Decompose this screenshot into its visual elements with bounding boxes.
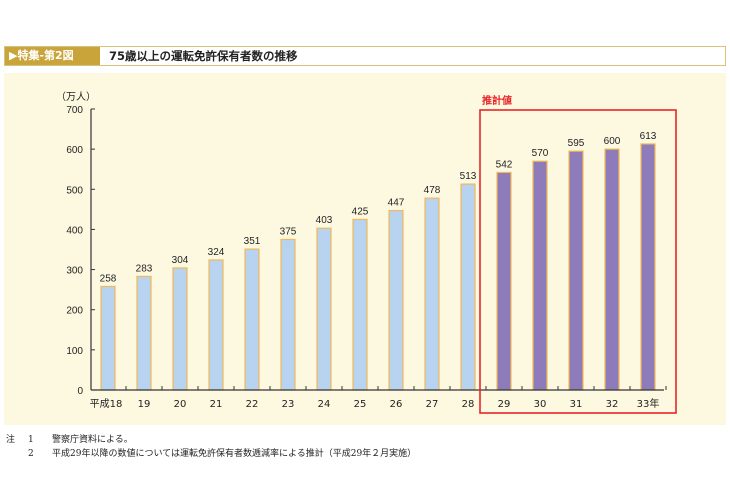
bar <box>352 218 368 391</box>
estimate-box <box>479 109 677 414</box>
x-tick-label: 23 <box>282 399 295 410</box>
bar-value-label: 513 <box>460 171 477 182</box>
x-tick-label: 27 <box>426 399 439 410</box>
x-tick-label: 26 <box>390 399 403 410</box>
figure-title: 75歳以上の運転免許保有者数の推移 <box>109 49 298 63</box>
x-tick-label: 30 <box>534 399 547 410</box>
bar-value-label: 447 <box>388 198 405 209</box>
bar <box>136 275 152 391</box>
x-tick-label: 19 <box>138 399 151 410</box>
bar <box>172 267 188 391</box>
figure-header: ▶特集-第2図 75歳以上の運転免許保有者数の推移 <box>4 46 726 66</box>
bar-chart: 0 100 200 300 400 500 600 700 （万人） 258 283 304 324 3… <box>56 91 677 414</box>
bar-value-label: 403 <box>316 215 333 226</box>
y-tick-label: 0 <box>77 386 83 397</box>
x-tick-label: 28 <box>462 399 475 410</box>
bar <box>640 143 656 391</box>
bar <box>424 197 440 391</box>
x-axis: 平成18 19 20 21 22 23 24 25 26 27 28 29 30 31 32 33年 <box>90 386 667 410</box>
bar-value-label: 283 <box>136 263 153 274</box>
x-tick-label: 25 <box>354 399 367 410</box>
x-tick-label: 平成18 <box>90 398 123 410</box>
y-tick-label: 300 <box>66 266 83 277</box>
bar-value-label: 425 <box>352 206 369 217</box>
bar <box>316 227 332 391</box>
bar-value-label: 542 <box>496 159 513 170</box>
bar <box>460 183 476 391</box>
bar-value-label: 351 <box>244 236 261 247</box>
bar-value-label: 375 <box>280 226 297 237</box>
x-tick-label: 29 <box>498 399 511 410</box>
bar <box>568 150 584 391</box>
x-tick-label: 33年 <box>637 397 660 410</box>
x-tick-label: 22 <box>246 399 259 410</box>
y-tick-label: 400 <box>66 225 83 236</box>
y-tick-label: 600 <box>66 145 83 156</box>
x-tick-label: 24 <box>318 399 331 410</box>
estimate-annotation: 推計値 <box>479 94 677 414</box>
x-tick-label: 20 <box>174 399 187 410</box>
x-tick-label: 32 <box>606 399 619 410</box>
bar <box>100 285 116 391</box>
y-tick-label: 200 <box>66 306 83 317</box>
bar-value-label: 258 <box>100 273 117 284</box>
bar-value-label: 613 <box>640 131 657 142</box>
bar-value-label: 595 <box>568 138 585 149</box>
bar-value-label: 570 <box>532 148 549 159</box>
estimate-label: 推計値 <box>482 94 512 107</box>
bar-value-label: 324 <box>208 247 225 258</box>
footnotes: 注 1 警察庁資料による。 2 平成29年以降の数値については運転免許保有者数逓減率に… <box>6 433 416 461</box>
bar-value-label: 304 <box>172 255 189 266</box>
bar-value-label: 600 <box>604 136 621 147</box>
bar <box>496 171 512 391</box>
bar <box>208 259 224 391</box>
bar <box>388 209 404 391</box>
y-tick-label: 700 <box>66 105 83 116</box>
y-tick-label: 100 <box>66 346 83 357</box>
footnote-label: 注 <box>6 435 16 445</box>
x-tick-label: 21 <box>210 399 223 410</box>
bar-value-label: 478 <box>424 185 441 196</box>
bar <box>244 248 260 391</box>
bar <box>532 160 548 391</box>
bars: 258 283 304 324 351 375 403 425 447 478 513 542 570 5… <box>100 131 657 391</box>
bar <box>604 148 620 391</box>
figure-tag: ▶特集-第2図 <box>5 47 100 65</box>
footnote-2: 2 平成29年以降の数値については運転免許保有者数逓減率による推計（平成29年２月… <box>28 449 417 459</box>
y-axis: 0 100 200 300 400 500 600 700 （万人） <box>56 91 96 397</box>
x-tick-label: 31 <box>570 399 583 410</box>
footnote-1: 注 1 警察庁資料による。 <box>6 435 133 445</box>
y-axis-unit: （万人） <box>56 91 96 103</box>
bar <box>280 238 296 391</box>
y-tick-label: 500 <box>66 185 83 196</box>
